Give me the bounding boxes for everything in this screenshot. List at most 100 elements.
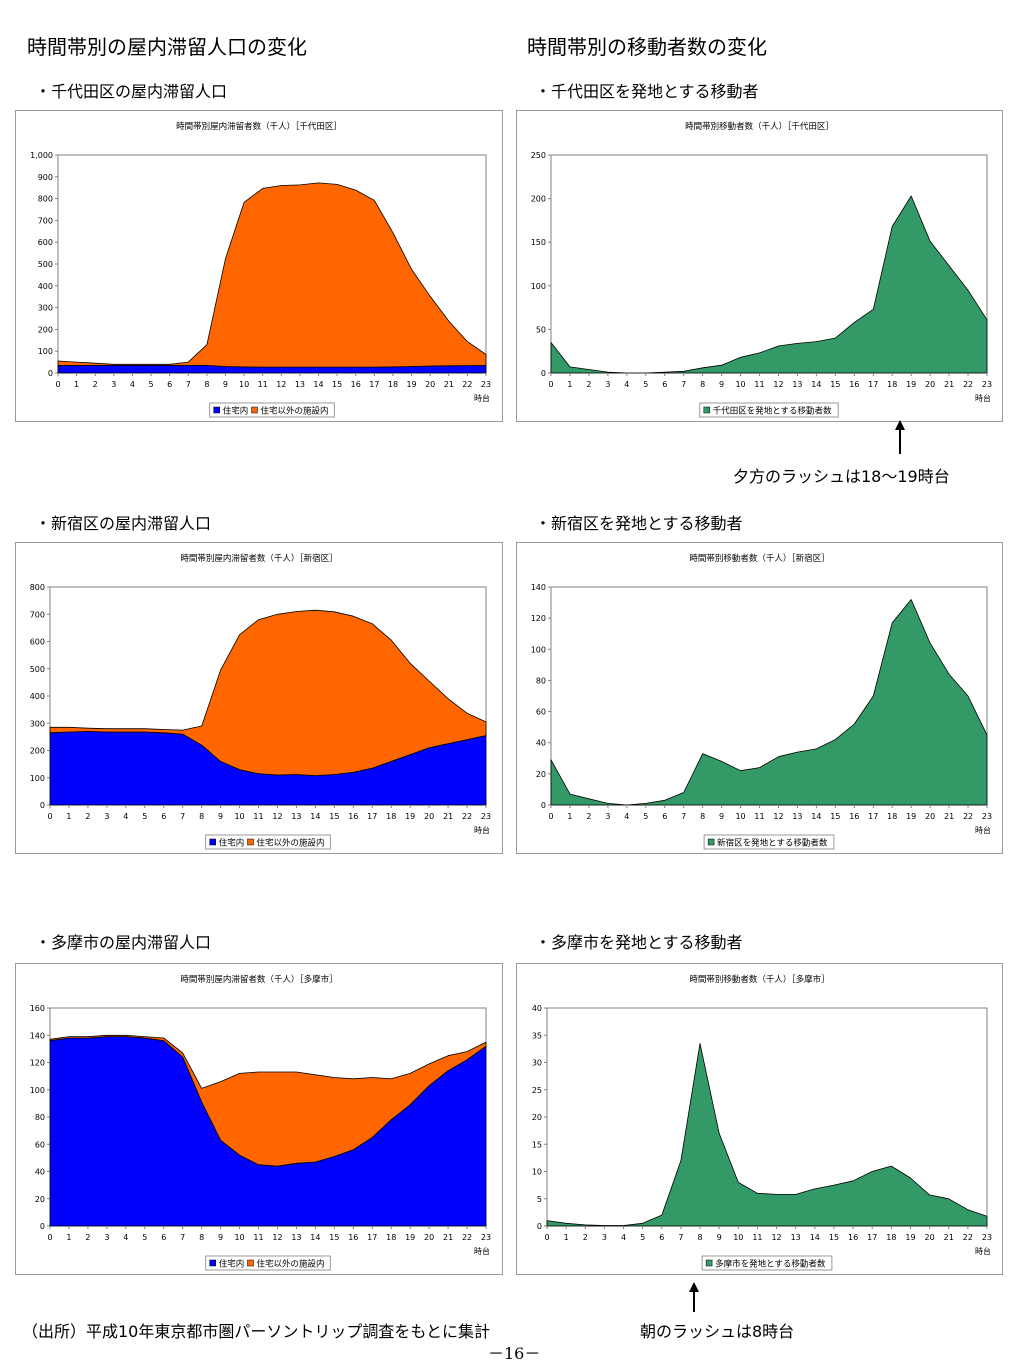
y-tick-label: 20 xyxy=(536,770,546,779)
y-tick-label: 160 xyxy=(30,1004,45,1013)
x-tick-label: 7 xyxy=(681,380,686,389)
x-tick-label: 19 xyxy=(906,380,916,389)
x-tick-label: 15 xyxy=(329,1233,339,1242)
x-tick-label: 16 xyxy=(848,1233,858,1242)
x-tick-label: 15 xyxy=(829,1233,839,1242)
shinjuku-move-subheading: ・新宿区を発地とする移動者 xyxy=(535,514,743,533)
legend-label-1: 住宅以外の施設内 xyxy=(257,838,325,849)
chart-title: 時間帯別移動者数（千人）［多摩市］ xyxy=(689,974,829,985)
x-tick-label: 21 xyxy=(444,380,454,389)
legend-label-0: 住宅内 xyxy=(223,406,249,417)
chiyoda-move-subheading: ・千代田区を発地とする移動者 xyxy=(535,82,759,101)
legend-swatch-1 xyxy=(247,1259,254,1267)
y-tick-label: 700 xyxy=(38,216,53,225)
y-tick-label: 250 xyxy=(531,151,546,160)
x-tick-label: 18 xyxy=(386,1233,396,1242)
x-tick-label: 22 xyxy=(963,1233,973,1242)
legend xyxy=(703,834,835,850)
legend-swatch-0 xyxy=(705,1259,713,1267)
x-tick-label: 19 xyxy=(405,1233,415,1242)
y-tick-label: 60 xyxy=(536,708,546,717)
legend-swatch-0 xyxy=(209,1259,216,1267)
x-tick-label: 12 xyxy=(272,812,282,821)
shinjuku-move-chart-panel: 時間帯別移動者数（千人）［新宿区］ 0 20 40 60 80 100 120 140 0 1 2 3 4… xyxy=(516,542,1003,854)
y-tick-label: 150 xyxy=(531,238,546,247)
evening-rush-arrow xyxy=(895,420,905,454)
x-tick-label: 9 xyxy=(717,1233,722,1242)
x-tick-label: 8 xyxy=(700,812,705,821)
x-tick-label: 13 xyxy=(792,380,802,389)
y-tick-label: 600 xyxy=(30,638,45,647)
y-tick-label: 1,000 xyxy=(30,151,53,160)
legend xyxy=(701,1255,833,1271)
x-tick-label: 17 xyxy=(868,380,878,389)
x-tick-label: 17 xyxy=(367,812,377,821)
x-tick-label: 20 xyxy=(925,812,935,821)
x-tick-label: 3 xyxy=(602,1233,607,1242)
x-tick-label: 7 xyxy=(186,380,191,389)
y-tick-label: 25 xyxy=(532,1086,542,1095)
y-tick-label: 0 xyxy=(541,801,546,810)
x-axis-label: 時台 xyxy=(474,1246,490,1256)
y-tick-label: 40 xyxy=(536,739,546,748)
legend xyxy=(209,402,335,418)
x-tick-label: 2 xyxy=(93,380,98,389)
y-tick-label: 20 xyxy=(532,1113,542,1122)
y-tick-label: 0 xyxy=(48,369,53,378)
y-tick-label: 20 xyxy=(35,1195,45,1204)
x-tick-label: 8 xyxy=(199,812,204,821)
x-tick-label: 21 xyxy=(944,380,954,389)
y-tick-label: 800 xyxy=(30,583,45,592)
x-tick-label: 6 xyxy=(167,380,172,389)
x-tick-label: 6 xyxy=(659,1233,664,1242)
chiyoda-stay-chart-panel: 時間帯別屋内滞留者数（千人）［千代田区］ 0 100 200 300 400 500 600 7… xyxy=(15,110,503,422)
shinjuku-stay-subheading: ・新宿区の屋内滞留人口 xyxy=(35,514,212,533)
chart-title: 時間帯別屋内滞留者数（千人）［千代田区］ xyxy=(176,121,342,132)
x-tick-label: 2 xyxy=(586,812,591,821)
x-tick-label: 0 xyxy=(548,812,553,821)
x-tick-label: 17 xyxy=(367,1233,377,1242)
x-tick-label: 22 xyxy=(462,812,472,821)
x-tick-label: 4 xyxy=(621,1233,626,1242)
x-tick-label: 2 xyxy=(85,1233,90,1242)
tama-stay-chart: 時間帯別屋内滞留者数（千人）［多摩市］020406080100120140160… xyxy=(30,974,491,1271)
x-tick-label: 1 xyxy=(567,812,572,821)
x-tick-label: 5 xyxy=(142,812,147,821)
x-tick-label: 5 xyxy=(643,812,648,821)
y-tick-label: 80 xyxy=(536,676,546,685)
source-note: （出所）平成10年東京都市圏パーソントリップ調査をもとに集計 xyxy=(22,1322,491,1341)
x-tick-label: 5 xyxy=(142,1233,147,1242)
x-tick-label: 8 xyxy=(204,380,209,389)
x-tick-label: 3 xyxy=(104,1233,109,1242)
chart-title: 時間帯別屋内滞留者数（千人）［多摩市］ xyxy=(180,974,337,985)
x-tick-label: 12 xyxy=(773,812,783,821)
chiyoda-stay-subheading: ・千代田区の屋内滞留人口 xyxy=(35,82,228,101)
x-tick-label: 13 xyxy=(291,812,301,821)
x-tick-label: 23 xyxy=(481,812,491,821)
x-tick-label: 11 xyxy=(253,812,263,821)
y-tick-label: 140 xyxy=(531,583,546,592)
y-tick-label: 200 xyxy=(38,325,53,334)
x-tick-label: 4 xyxy=(123,1233,128,1242)
y-tick-label: 40 xyxy=(35,1168,45,1177)
legend-label-1: 住宅以外の施設内 xyxy=(261,406,329,417)
x-tick-label: 11 xyxy=(752,1233,762,1242)
x-tick-label: 10 xyxy=(735,380,745,389)
legend-label-1: 住宅以外の施設内 xyxy=(257,1259,325,1270)
legend-label-0: 新宿区を発地とする移動者数 xyxy=(717,838,828,849)
x-tick-label: 3 xyxy=(111,380,116,389)
legend xyxy=(205,834,331,850)
y-tick-label: 120 xyxy=(531,614,546,623)
x-tick-label: 19 xyxy=(906,812,916,821)
x-tick-label: 14 xyxy=(811,380,821,389)
x-tick-label: 12 xyxy=(771,1233,781,1242)
tama-stay-subheading: ・多摩市の屋内滞留人口 xyxy=(35,933,212,952)
evening-rush-note: 夕方のラッシュは18～19時台 xyxy=(733,467,950,486)
x-tick-label: 21 xyxy=(443,1233,453,1242)
x-tick-label: 8 xyxy=(700,380,705,389)
y-tick-label: 40 xyxy=(532,1004,542,1013)
chart-title: 時間帯別移動者数（千人）［新宿区］ xyxy=(689,553,829,564)
x-tick-label: 18 xyxy=(388,380,398,389)
x-tick-label: 0 xyxy=(47,1233,52,1242)
